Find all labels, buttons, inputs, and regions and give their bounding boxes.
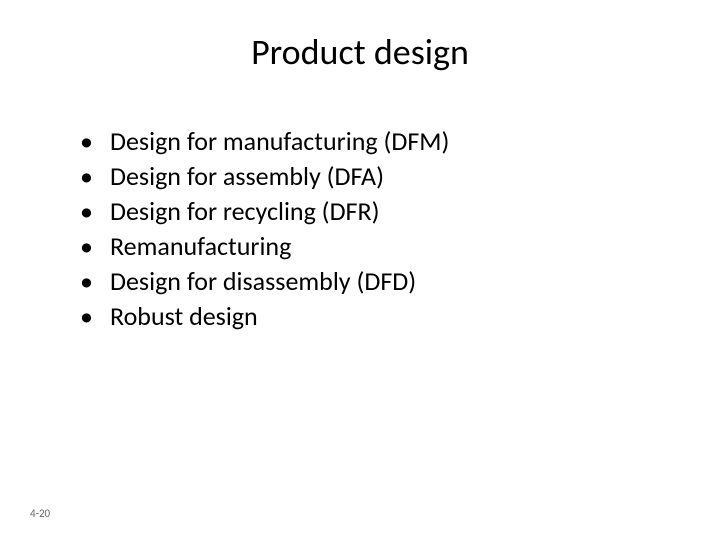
list-item: Robust design xyxy=(80,299,660,334)
list-item: Design for recycling (DFR) xyxy=(80,194,660,229)
list-item: Design for disassembly (DFD) xyxy=(80,264,660,299)
list-item: Design for manufacturing (DFM) xyxy=(80,124,660,159)
list-item: Remanufacturing xyxy=(80,229,660,264)
bullet-list: Design for manufacturing (DFM) Design fo… xyxy=(60,124,660,335)
slide-title: Product design xyxy=(60,30,660,74)
slide-number: 4-20 xyxy=(30,507,50,520)
slide-container: Product design Design for manufacturing … xyxy=(0,0,720,540)
list-item: Design for assembly (DFA) xyxy=(80,159,660,194)
